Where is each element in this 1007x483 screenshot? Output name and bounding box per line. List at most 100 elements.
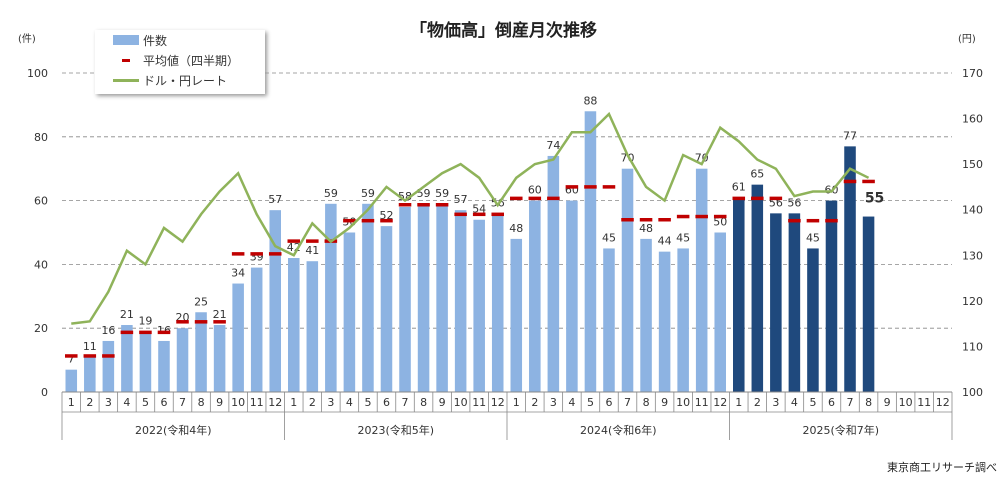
bar [473, 219, 485, 392]
month-label: 4 [346, 396, 353, 409]
data-label: 45 [676, 231, 690, 244]
bar [84, 356, 96, 392]
month-label: 8 [865, 396, 872, 409]
bar [306, 261, 319, 392]
month-label: 5 [809, 396, 816, 409]
month-label: 1 [735, 396, 742, 409]
month-label: 9 [439, 396, 446, 409]
data-label: 61 [732, 180, 746, 193]
month-label: 11 [250, 396, 264, 409]
data-label: 54 [472, 203, 486, 216]
year-label: 2025(令和7年) [802, 423, 879, 437]
bar [454, 210, 467, 392]
legend-item-avg: 平均値（四半期） [95, 50, 265, 70]
y2-tick-label: 170 [962, 67, 983, 80]
legend: 件数 平均値（四半期） ドル・円レート [95, 30, 265, 94]
bar [121, 325, 133, 392]
legend-label: ドル・円レート [143, 73, 228, 88]
bar [529, 200, 541, 392]
data-label: 45 [602, 231, 616, 244]
data-label: 21 [120, 308, 134, 321]
bar [176, 328, 189, 392]
data-label: 44 [658, 235, 672, 248]
bar [325, 203, 337, 392]
month-label: 2 [309, 396, 316, 409]
data-label: 55 [865, 191, 884, 207]
month-label: 3 [772, 396, 779, 409]
data-label: 59 [435, 187, 449, 200]
data-label: 58 [398, 190, 412, 203]
month-label: 5 [364, 396, 371, 409]
source-note: 東京商工リサーチ調べ [887, 461, 997, 474]
month-label: 1 [68, 396, 75, 409]
bar [844, 146, 856, 392]
bar [65, 369, 78, 392]
month-label: 6 [160, 396, 167, 409]
month-label: 6 [383, 396, 390, 409]
bar [807, 248, 819, 392]
month-label: 12 [268, 396, 282, 409]
month-label: 5 [587, 396, 594, 409]
y2-tick-label: 140 [962, 204, 983, 217]
bar [603, 248, 615, 392]
y2-tick-label: 160 [962, 113, 983, 126]
legend-label: 平均値（四半期） [143, 53, 240, 68]
y-tick-label: 0 [41, 386, 48, 399]
month-label: 4 [568, 396, 575, 409]
month-label: 7 [624, 396, 631, 409]
bar [158, 340, 170, 392]
month-label: 10 [899, 396, 913, 409]
bar [584, 111, 597, 392]
month-label: 6 [828, 396, 835, 409]
month-label: 10 [676, 396, 690, 409]
bar [269, 210, 281, 392]
month-label: 2 [86, 396, 93, 409]
data-label: 21 [213, 308, 227, 321]
y-tick-label: 100 [27, 67, 48, 80]
month-label: 7 [402, 396, 409, 409]
month-label: 2 [754, 396, 761, 409]
legend-item-rate: ドル・円レート [95, 70, 265, 90]
month-label: 9 [661, 396, 668, 409]
data-label: 59 [361, 187, 375, 200]
bar [751, 184, 764, 392]
month-label: 3 [327, 396, 334, 409]
month-label: 1 [290, 396, 297, 409]
data-label: 74 [546, 139, 560, 152]
data-label: 16 [157, 324, 171, 337]
data-label: 65 [750, 168, 764, 181]
data-label: 57 [268, 193, 282, 206]
y2-tick-label: 100 [962, 386, 983, 399]
bar [195, 312, 207, 392]
bar [417, 203, 430, 392]
data-label: 16 [101, 324, 115, 337]
month-label: 2 [531, 396, 538, 409]
legend-label: 件数 [143, 33, 168, 48]
bar [677, 248, 689, 392]
month-label: 10 [231, 396, 245, 409]
data-label: 52 [379, 209, 393, 222]
month-label: 3 [105, 396, 112, 409]
month-label: 4 [791, 396, 798, 409]
legend-swatch-avg [113, 58, 139, 62]
data-label: 48 [639, 222, 653, 235]
month-label: 5 [142, 396, 149, 409]
bar [714, 232, 726, 392]
month-label: 7 [179, 396, 186, 409]
data-label: 19 [138, 314, 152, 327]
rate-line [71, 111, 870, 325]
chart-title: 「物価高」倒産月次推移 [410, 21, 597, 41]
month-label: 6 [605, 396, 612, 409]
data-label: 7 [68, 353, 75, 366]
month-label: 11 [472, 396, 486, 409]
data-label: 45 [806, 231, 820, 244]
month-label: 8 [420, 396, 427, 409]
y-axis-label: (件) [18, 33, 36, 45]
bar [399, 206, 411, 392]
month-label: 3 [550, 396, 557, 409]
data-label: 34 [231, 267, 245, 280]
legend-swatch-bar [113, 35, 139, 45]
y2-tick-label: 130 [962, 249, 983, 262]
legend-item-count: 件数 [95, 30, 265, 50]
